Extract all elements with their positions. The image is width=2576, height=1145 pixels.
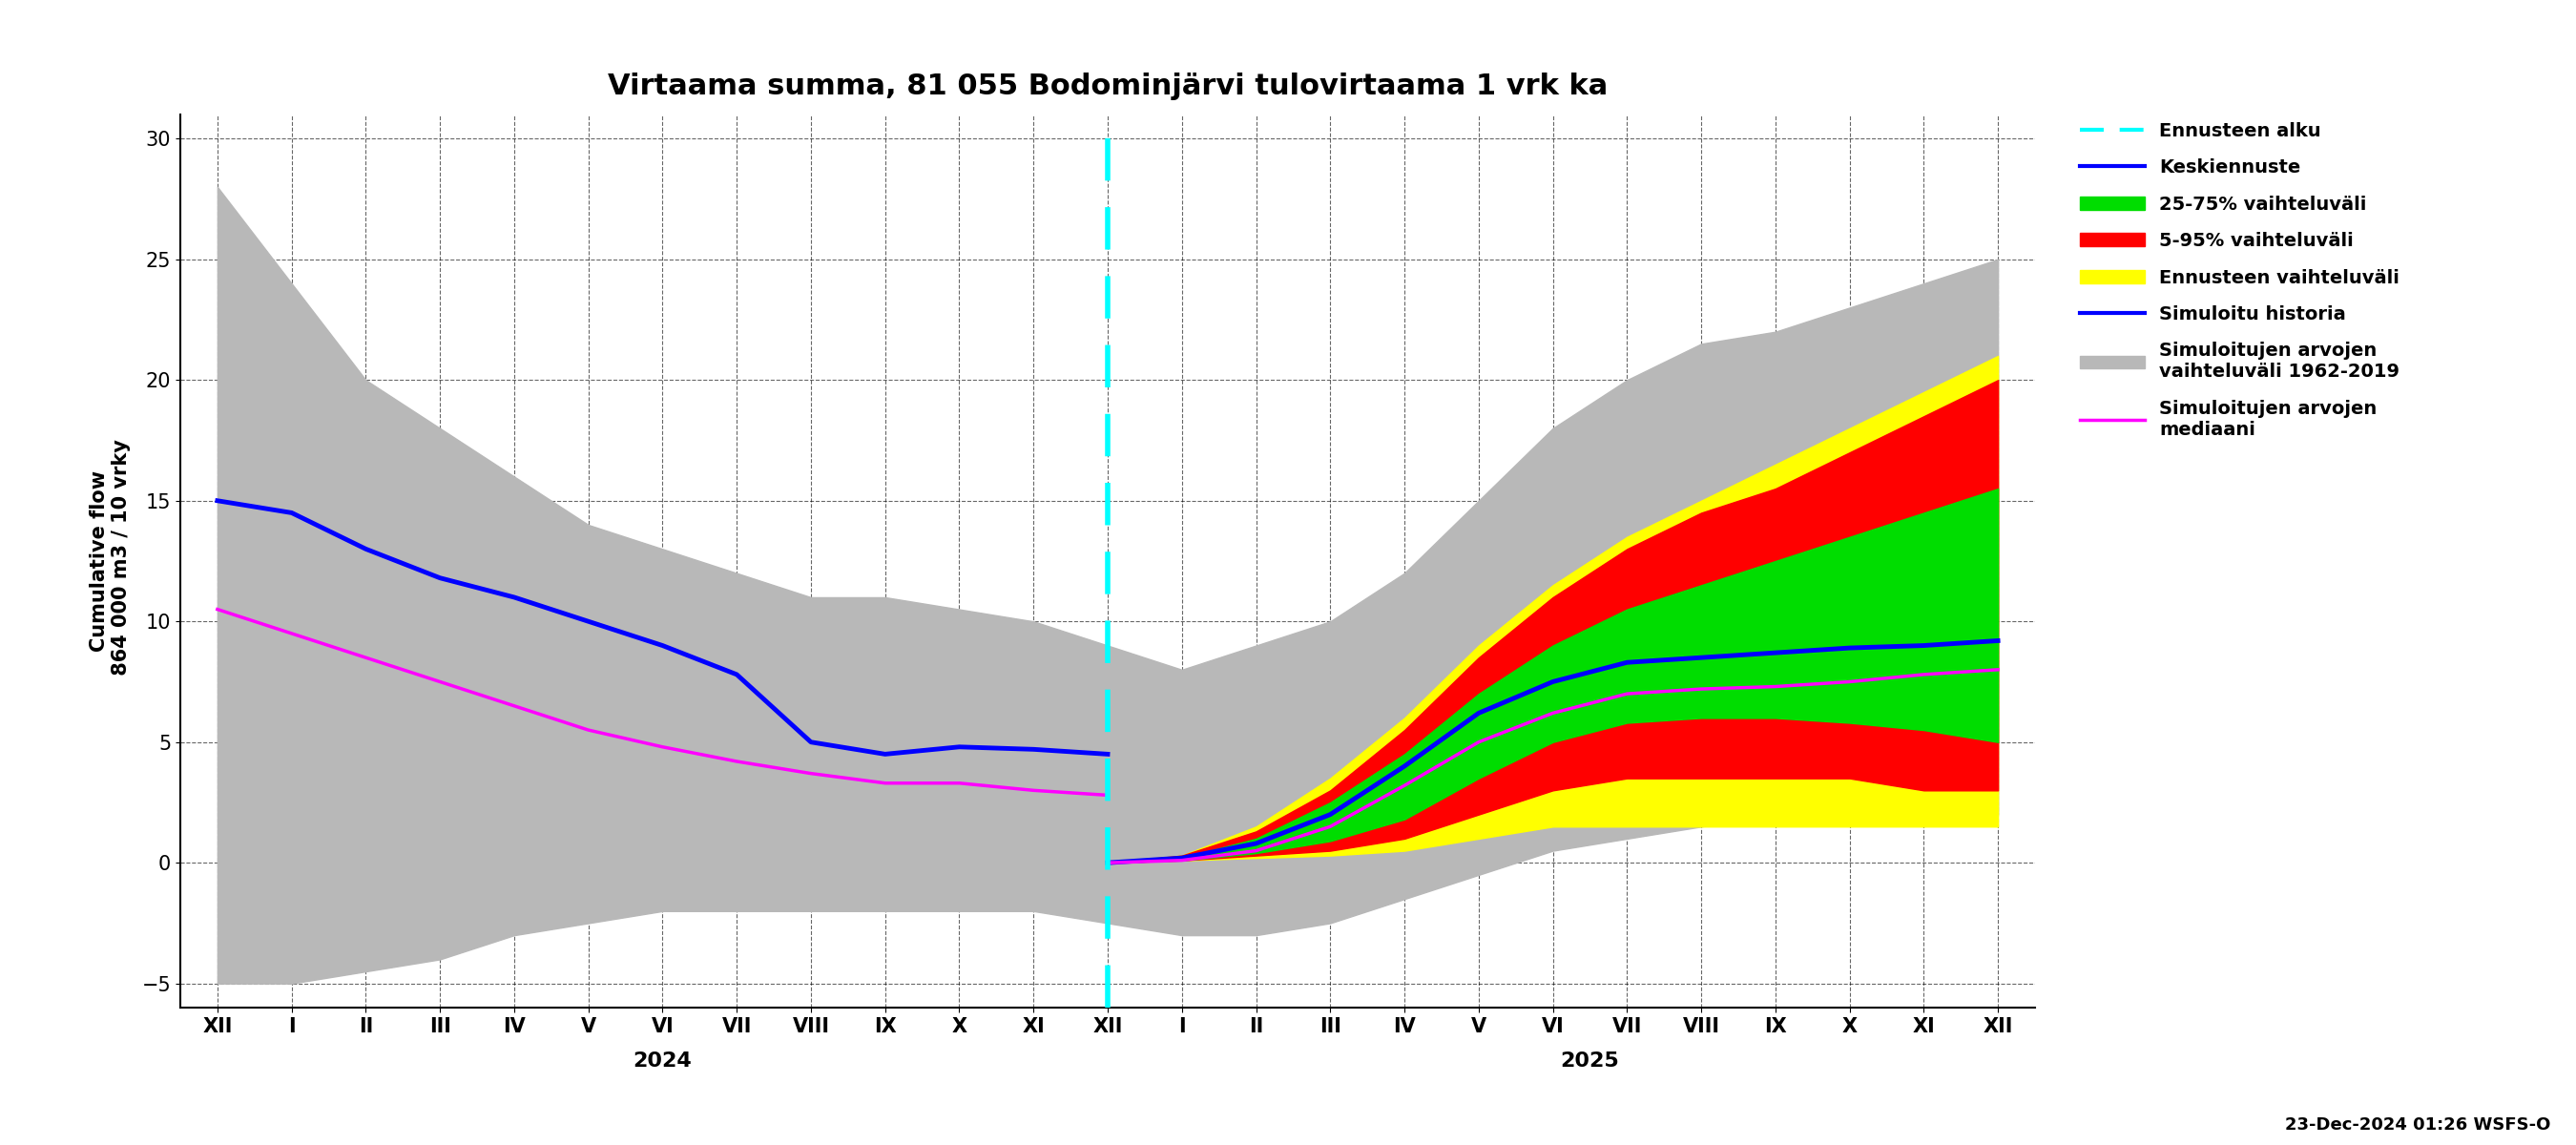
Legend: Ennusteen alku, Keskiennuste, 25-75% vaihteluväli, 5-95% vaihteluväli, Ennusteen: Ennusteen alku, Keskiennuste, 25-75% vai… [2071,114,2406,447]
Text: 2025: 2025 [1561,1051,1620,1071]
Text: 2024: 2024 [634,1051,693,1071]
Y-axis label: Cumulative flow
 864 000 m3 / 10 vrky: Cumulative flow 864 000 m3 / 10 vrky [90,440,131,682]
Title: Virtaama summa, 81 055 Bodominjärvi tulovirtaama 1 vrk ka: Virtaama summa, 81 055 Bodominjärvi tulo… [608,72,1607,101]
Text: 23-Dec-2024 01:26 WSFS-O: 23-Dec-2024 01:26 WSFS-O [2285,1116,2550,1134]
